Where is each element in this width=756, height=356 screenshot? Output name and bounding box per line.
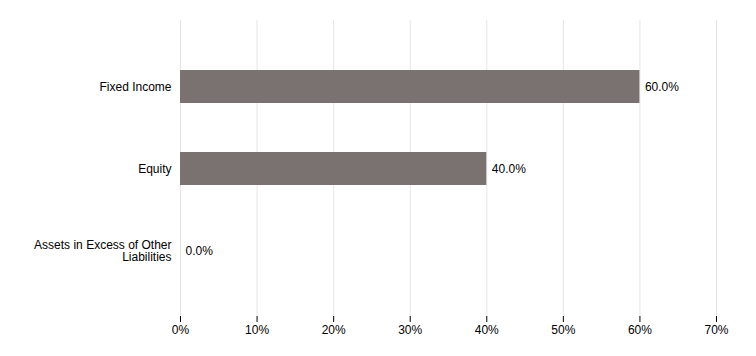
svg-text:0%: 0%: [172, 323, 190, 337]
svg-text:40%: 40%: [475, 323, 499, 337]
svg-text:20%: 20%: [322, 323, 346, 337]
svg-text:40.0%: 40.0%: [492, 162, 526, 176]
svg-text:Assets in Excess of OtherLiabi: Assets in Excess of OtherLiabilities: [34, 238, 171, 264]
svg-text:Equity: Equity: [138, 162, 171, 176]
svg-text:60%: 60%: [628, 323, 652, 337]
svg-text:60.0%: 60.0%: [645, 80, 679, 94]
svg-text:Fixed Income: Fixed Income: [99, 80, 171, 94]
svg-text:0.0%: 0.0%: [186, 244, 214, 258]
svg-text:50%: 50%: [551, 323, 575, 337]
svg-text:10%: 10%: [245, 323, 269, 337]
svg-text:30%: 30%: [398, 323, 422, 337]
svg-text:70%: 70%: [704, 323, 728, 337]
